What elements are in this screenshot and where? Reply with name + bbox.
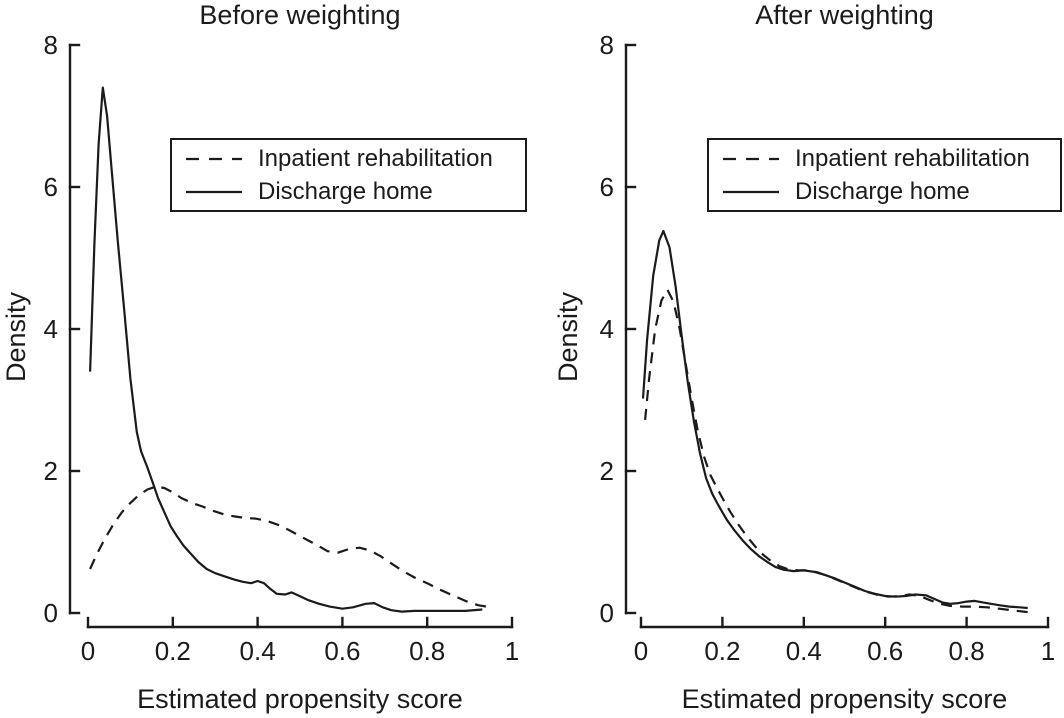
x-tick-label: 0.4	[240, 636, 276, 666]
x-tick-label: 0.2	[704, 636, 740, 666]
y-tick-label: 4	[44, 314, 58, 344]
legend-entry-discharge: Discharge home	[184, 175, 525, 208]
x-tick-label: 0.6	[324, 636, 360, 666]
y-tick-label: 6	[600, 172, 614, 202]
legend-entry-discharge: Discharge home	[721, 175, 1060, 208]
dashed-line-key-icon	[186, 157, 242, 160]
legend-right: Inpatient rehabilitation Discharge home	[707, 138, 1062, 212]
x-tick-label: 0.8	[409, 636, 445, 666]
x-tick-label: 0.8	[949, 636, 985, 666]
panel-title-before-weighting: Before weighting	[199, 0, 401, 30]
y-tick-label: 2	[44, 456, 58, 486]
y-tick-label: 2	[600, 456, 614, 486]
y-axis-label-right: Density	[553, 291, 583, 383]
legend-label-inpatient: Inpatient rehabilitation	[258, 144, 493, 172]
legend-entry-inpatient: Inpatient rehabilitation	[184, 142, 525, 175]
legend-label-discharge: Discharge home	[258, 177, 433, 205]
series-line-dashed	[644, 288, 1030, 614]
y-tick-label: 6	[44, 172, 58, 202]
y-tick-label: 4	[600, 314, 614, 344]
y-axis-label-left: Density	[1, 291, 31, 383]
x-tick-label: 1	[505, 636, 519, 666]
y-tick-label: 0	[600, 598, 614, 628]
y-tick-label: 8	[44, 30, 58, 60]
y-tick-label: 0	[44, 598, 58, 628]
x-tick-label: 0.6	[867, 636, 903, 666]
solid-line-key-icon	[723, 190, 779, 193]
series-line-solid	[89, 86, 483, 613]
panel-title-after-weighting: After weighting	[755, 0, 934, 30]
dashed-line-key-icon	[723, 157, 779, 160]
y-tick-label: 8	[600, 30, 614, 60]
legend-label-inpatient: Inpatient rehabilitation	[795, 144, 1030, 172]
legend-label-discharge: Discharge home	[795, 177, 970, 205]
legend-entry-inpatient: Inpatient rehabilitation	[721, 142, 1060, 175]
x-tick-label: 0	[634, 636, 648, 666]
solid-line-key-icon	[186, 190, 242, 193]
x-axis-label-right: Estimated propensity score	[681, 684, 1008, 714]
x-tick-label: 0	[81, 636, 95, 666]
x-tick-label: 0.4	[786, 636, 822, 666]
series-line-solid	[641, 229, 1028, 610]
x-axis-label-left: Estimated propensity score	[137, 684, 463, 714]
legend-left: Inpatient rehabilitation Discharge home	[170, 138, 527, 212]
x-tick-label: 0.2	[155, 636, 191, 666]
series-line-dashed	[89, 485, 491, 609]
x-tick-label: 1	[1041, 636, 1055, 666]
